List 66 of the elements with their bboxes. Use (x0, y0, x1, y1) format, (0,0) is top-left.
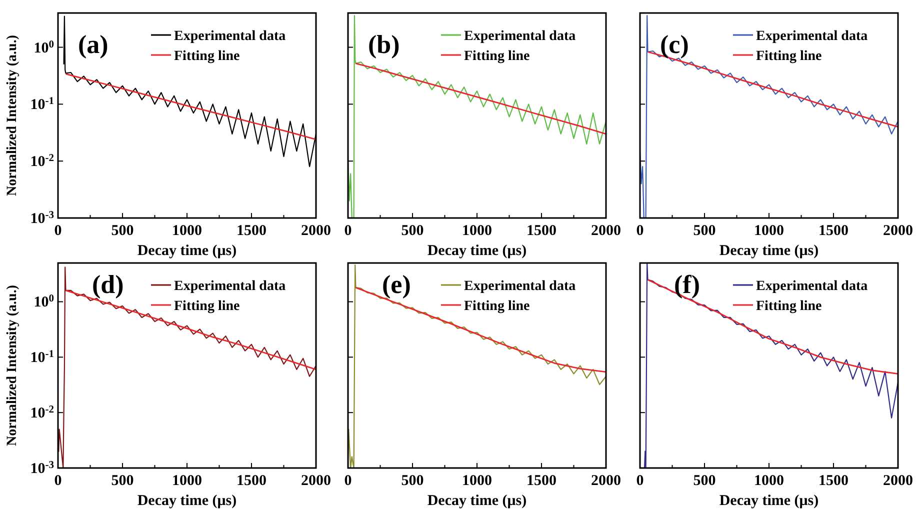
annotation: (e) (382, 270, 411, 299)
legend-label: Experimental data (174, 279, 286, 294)
x-tick-label: 500 (401, 473, 424, 489)
x-tick-label: 0 (344, 223, 352, 239)
x-tick-label: 1500 (236, 473, 266, 489)
legend-label: Experimental data (756, 29, 868, 44)
legend-label: Fitting line (464, 299, 530, 314)
x-axis-title: Decay time (μs) (719, 493, 819, 509)
x-tick-label: 0 (54, 223, 62, 239)
x-tick-label: 1500 (526, 473, 556, 489)
x-tick-label: 0 (54, 473, 62, 489)
x-tick-label: 500 (693, 223, 716, 239)
y-tick-label: 10$^{0}$ (34, 38, 54, 56)
y-tick-label: 10$^{0}$ (34, 293, 54, 311)
x-tick-label: 500 (111, 223, 134, 239)
x-tick-label: 1000 (754, 223, 784, 239)
x-tick-label: 1000 (172, 223, 202, 239)
y-tick-label: 10$^{-1}$ (30, 96, 54, 114)
x-tick-label: 1000 (172, 473, 202, 489)
x-tick-label: 2000 (591, 473, 621, 489)
x-tick-label: 2000 (883, 223, 913, 239)
x-tick-label: 500 (111, 473, 134, 489)
legend-label: Fitting line (174, 49, 240, 64)
x-tick-label: 1000 (462, 223, 492, 239)
legend-label: Fitting line (464, 49, 530, 64)
legend-label: Fitting line (174, 299, 240, 314)
legend-label: Experimental data (464, 29, 576, 44)
y-axis-title: Normalized Intensity (a.u.) (5, 34, 20, 196)
x-axis-title: Decay time (μs) (719, 243, 819, 259)
y-tick-label: 10$^{-3}$ (30, 460, 54, 477)
x-tick-label: 0 (344, 473, 352, 489)
x-tick-label: 500 (693, 473, 716, 489)
x-tick-label: 2000 (883, 473, 913, 489)
x-axis-title: Decay time (μs) (137, 493, 237, 509)
y-tick-label: 10$^{-2}$ (30, 404, 54, 422)
x-tick-label: 2000 (591, 223, 621, 239)
x-tick-label: 2000 (301, 473, 331, 489)
x-tick-label: 1000 (754, 473, 784, 489)
y-tick-label: 10$^{-1}$ (30, 348, 54, 366)
x-tick-label: 2000 (301, 223, 331, 239)
x-tick-label: 500 (401, 223, 424, 239)
y-axis-title: Normalized Intensity (a.u.) (5, 284, 20, 446)
x-tick-label: 1500 (526, 223, 556, 239)
x-tick-label: 1500 (236, 223, 266, 239)
x-tick-label: 1500 (818, 223, 848, 239)
x-axis-title: Decay time (μs) (427, 493, 527, 509)
legend-label: Fitting line (756, 299, 822, 314)
x-tick-label: 1500 (818, 473, 848, 489)
legend-label: Experimental data (464, 279, 576, 294)
line-series (58, 266, 316, 468)
x-axis-title: Decay time (μs) (427, 243, 527, 259)
legend-label: Fitting line (756, 49, 822, 64)
x-tick-label: 0 (636, 223, 644, 239)
annotation: (b) (368, 30, 400, 59)
annotation: (a) (78, 30, 108, 59)
annotation: (f) (674, 270, 700, 299)
x-tick-label: 0 (636, 473, 644, 489)
x-tick-label: 1000 (462, 473, 492, 489)
line-series (65, 73, 316, 140)
y-tick-label: 10$^{-3}$ (30, 210, 54, 227)
legend-label: Experimental data (174, 29, 286, 44)
x-axis-title: Decay time (μs) (137, 243, 237, 259)
y-tick-label: 10$^{-2}$ (30, 152, 54, 170)
legend-label: Experimental data (756, 279, 868, 294)
annotation: (c) (660, 30, 689, 59)
annotation: (d) (92, 270, 124, 299)
